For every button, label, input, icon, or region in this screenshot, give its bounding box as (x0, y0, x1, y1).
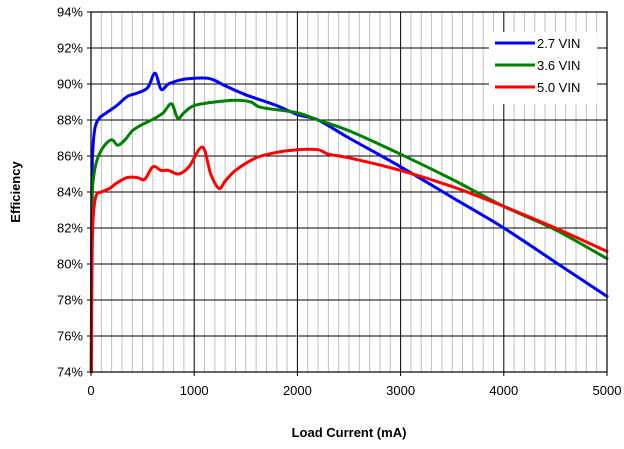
y-tick-label: 74% (57, 365, 83, 380)
legend: 2.7 VIN 3.6 VIN 5.0 VIN (489, 32, 597, 104)
series-line-3-6-vin (89, 98, 609, 374)
series-line-5-0-vin (89, 145, 609, 374)
x-tick-label: 1000 (180, 383, 209, 398)
y-tick-label: 76% (57, 329, 83, 344)
x-tick-label: 4000 (489, 383, 518, 398)
legend-label-2-7-vin: 2.7 VIN (537, 36, 580, 51)
y-tick-label: 92% (57, 41, 83, 56)
y-tick-label: 94% (57, 5, 83, 20)
y-tick-label: 84% (57, 185, 83, 200)
x-tick-label: 2000 (283, 383, 312, 398)
y-tick-label: 86% (57, 149, 83, 164)
x-tick-label: 0 (87, 383, 94, 398)
y-tick-label: 88% (57, 113, 83, 128)
x-tick-label: 3000 (386, 383, 415, 398)
x-tick-label: 5000 (593, 383, 622, 398)
y-tick-label: 80% (57, 257, 83, 272)
x-axis-title: Load Current (mA) (292, 425, 407, 440)
y-tick-label: 82% (57, 221, 83, 236)
y-tick-label: 78% (57, 293, 83, 308)
legend-label-3-6-vin: 3.6 VIN (537, 58, 580, 73)
y-tick-label: 90% (57, 77, 83, 92)
series-line-2-7-vin (89, 71, 609, 374)
y-axis-title: Efficiency (8, 161, 23, 223)
legend-label-5-0-vin: 5.0 VIN (537, 80, 580, 95)
